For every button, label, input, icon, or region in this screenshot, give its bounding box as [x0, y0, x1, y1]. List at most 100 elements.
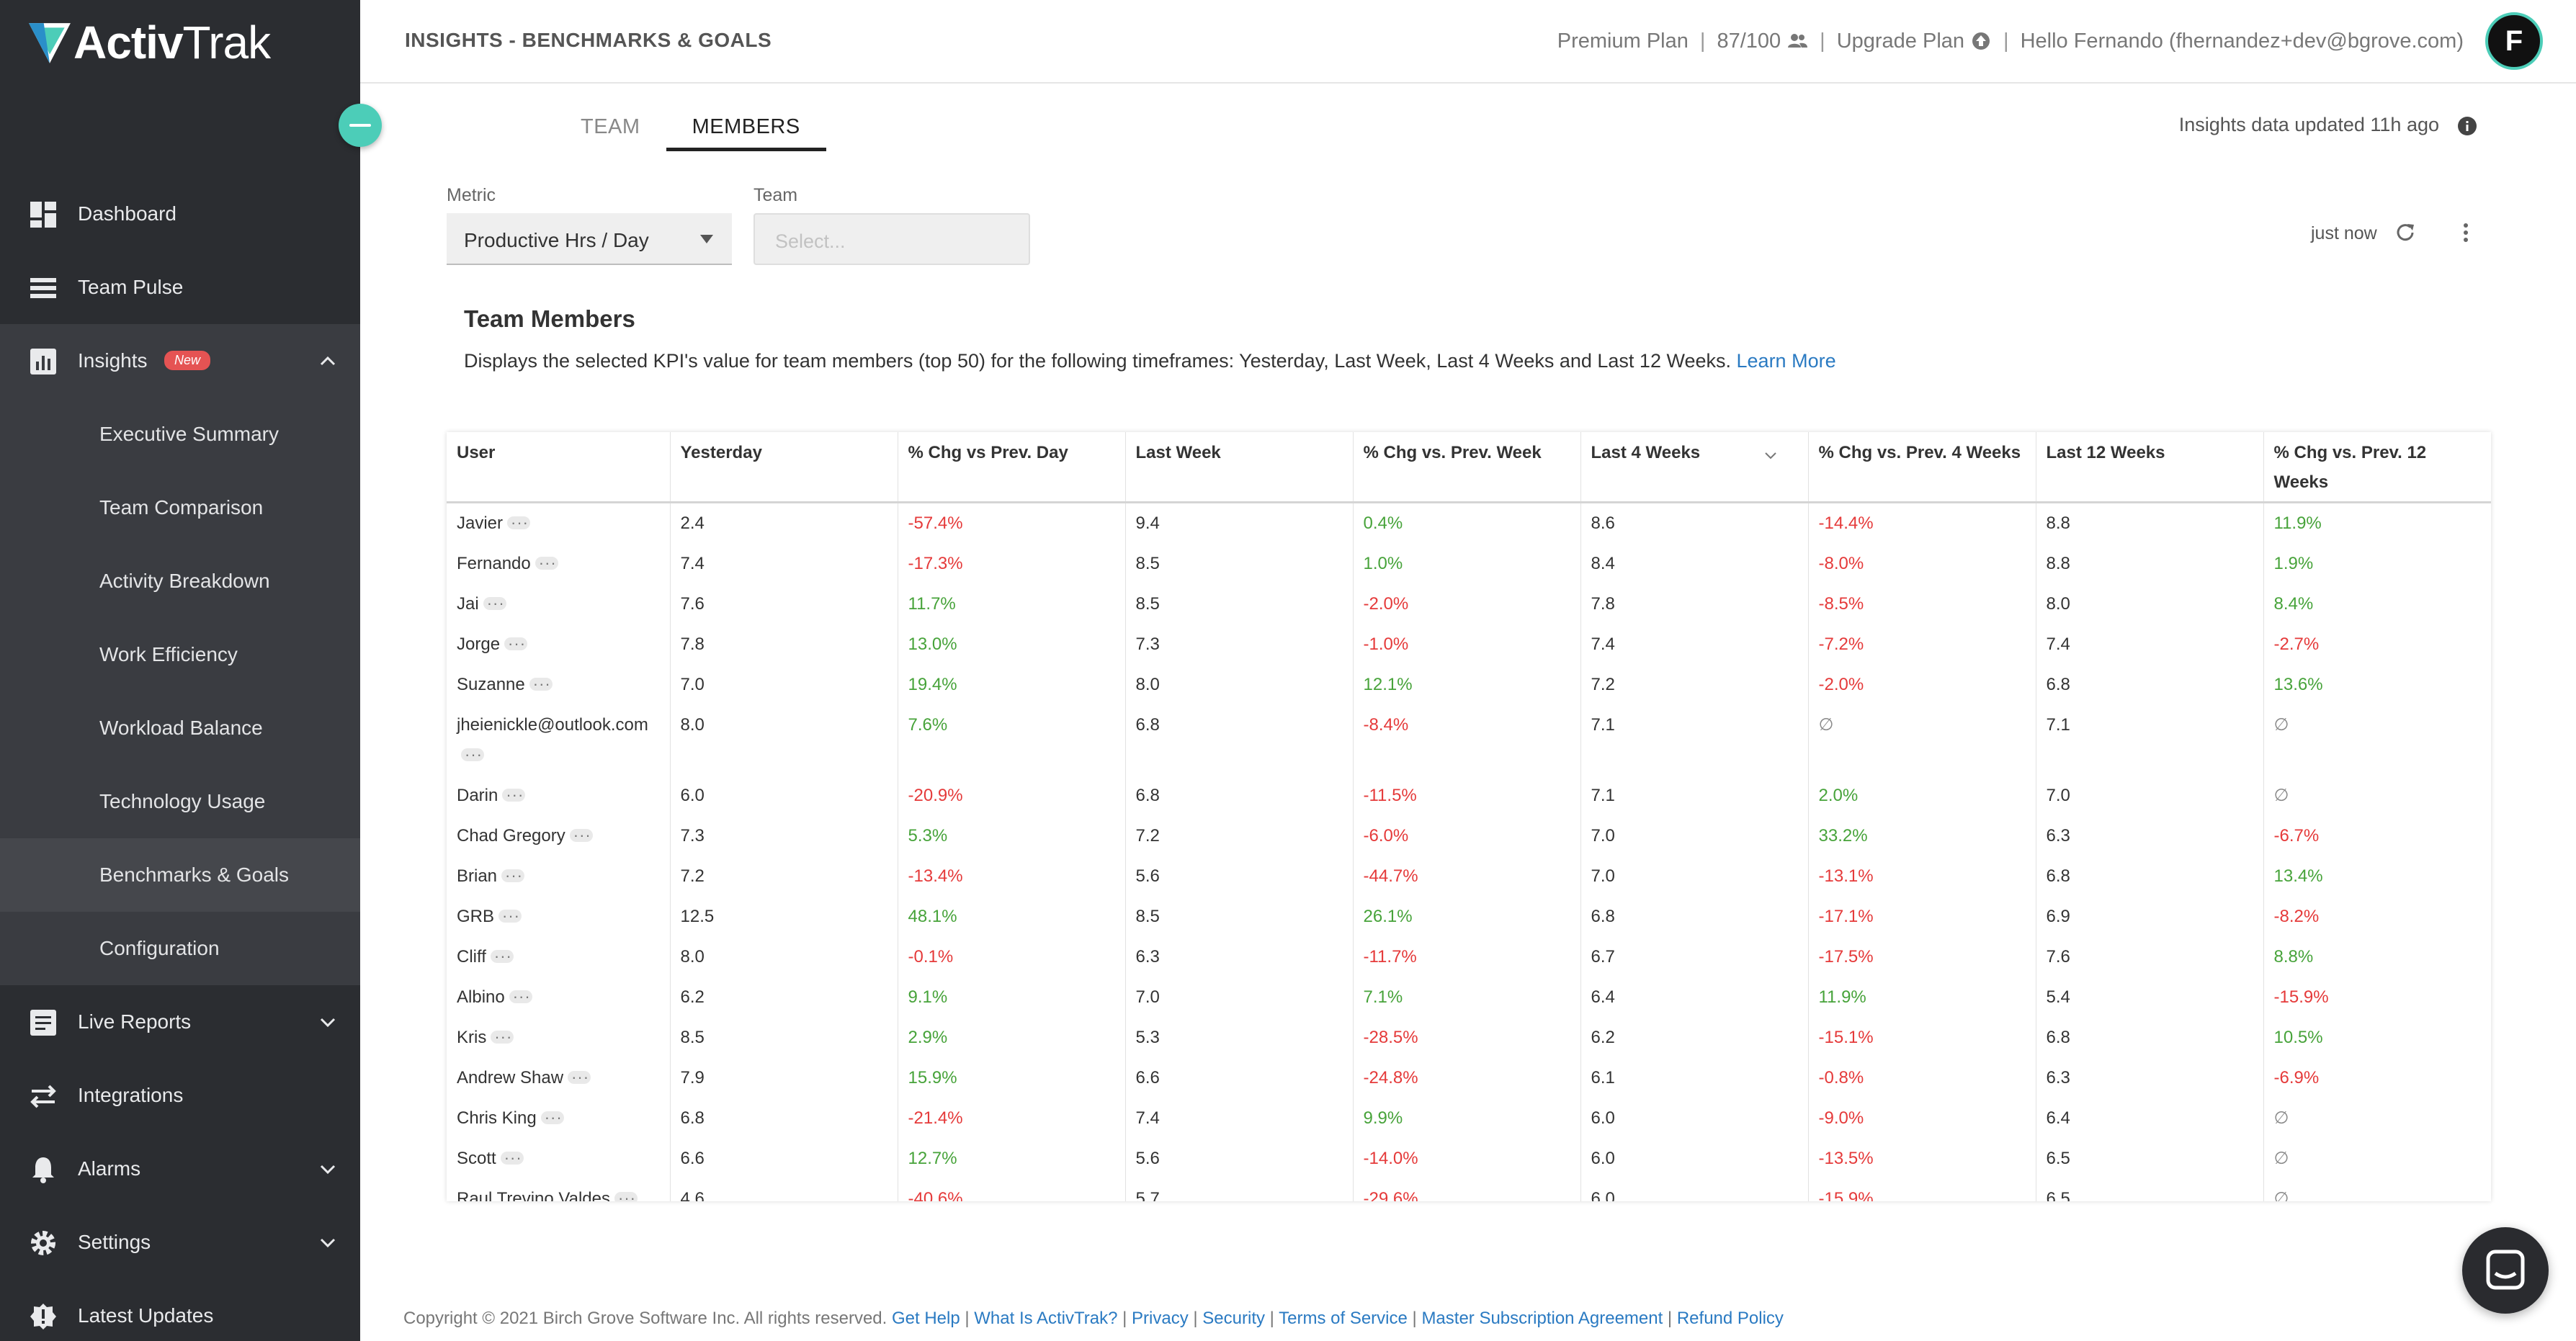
sidebar-subitem-activity-breakdown[interactable]: Activity Breakdown [0, 544, 360, 618]
column-header[interactable]: User [447, 432, 671, 503]
table-cell: -40.6% [898, 1179, 1126, 1201]
sidebar-subitem-configuration[interactable]: Configuration [0, 912, 360, 985]
table-cell: 6.0 [670, 776, 898, 816]
tab-team[interactable]: TEAM [581, 115, 640, 138]
more-options-icon[interactable] [568, 1062, 591, 1093]
footer-link[interactable]: Privacy [1132, 1309, 1189, 1328]
sidebar-item-label: Latest Updates [78, 1304, 214, 1327]
refresh-icon[interactable] [2393, 220, 2418, 245]
user-cell: Jai [447, 584, 671, 624]
members-table: User Yesterday% Chg vs Prev. Day Last Week… [447, 432, 2491, 1201]
user-greeting: Hello Fernando (fhernandez+dev@bgrove.co… [2020, 29, 2464, 53]
column-header[interactable]: Last 12 Weeks [2036, 432, 2264, 503]
seat-count: 87/100 [1717, 29, 1781, 53]
info-icon[interactable] [2456, 115, 2478, 137]
more-options-icon[interactable] [529, 669, 553, 699]
insights-icon [30, 349, 56, 375]
more-options-icon[interactable] [501, 861, 525, 891]
table-cell: -28.5% [1353, 1018, 1581, 1058]
table-cell: -6.0% [1353, 816, 1581, 856]
user-cell: Chris King [447, 1098, 671, 1139]
team-select[interactable]: Select... [753, 213, 1030, 265]
footer-link[interactable]: What Is ActivTrak? [974, 1309, 1118, 1328]
sort-descending-icon[interactable] [1762, 447, 1779, 464]
column-header[interactable]: Yesterday [670, 432, 898, 503]
table-cell: 7.0 [1125, 977, 1354, 1018]
table-cell: -21.4% [898, 1098, 1126, 1139]
insights-updated-text: Insights data updated 11h ago [2178, 114, 2439, 135]
learn-more-link[interactable]: Learn More [1736, 350, 1836, 372]
more-options-icon[interactable] [461, 740, 484, 770]
user-cell: Kris [447, 1018, 671, 1058]
sidebar-subitem-label: Activity Breakdown [99, 570, 270, 592]
sidebar-item-live-reports[interactable]: Live Reports [0, 985, 360, 1059]
more-options-icon[interactable] [569, 820, 593, 851]
table-cell: 7.8 [670, 624, 898, 665]
column-header[interactable]: % Chg vs. Prev. Week [1353, 432, 1581, 503]
column-header[interactable]: % Chg vs Prev. Day [898, 432, 1126, 503]
sidebar-subitem-workload-balance[interactable]: Workload Balance [0, 691, 360, 765]
table-cell: 7.3 [1125, 624, 1354, 665]
more-options-icon[interactable] [614, 1183, 638, 1201]
more-vertical-icon[interactable] [2454, 220, 2478, 245]
more-options-icon[interactable] [500, 1143, 524, 1173]
sidebar-item-latest-updates[interactable]: Latest Updates [0, 1279, 360, 1341]
more-options-icon[interactable] [491, 1022, 514, 1052]
sidebar-item-team-pulse[interactable]: Team Pulse [0, 251, 360, 324]
table-row: Javier 2.4-57.4%9.40.4%8.6-14.4%8.8 11.9% [447, 502, 2491, 544]
table-cell: -7.2% [1808, 624, 2036, 665]
table-cell: 2.9% [898, 1018, 1126, 1058]
sidebar-subitem-team-comparison[interactable]: Team Comparison [0, 471, 360, 544]
more-options-icon[interactable] [483, 588, 506, 619]
dropdown-arrow-icon [700, 235, 713, 243]
sidebar-collapse-button[interactable] [339, 104, 382, 147]
more-options-icon[interactable] [507, 508, 531, 538]
sidebar-item-alarms[interactable]: Alarms [0, 1132, 360, 1206]
table-cell: 6.4 [2036, 1098, 2264, 1139]
activtrak-logo[interactable]: ActivTrak [27, 17, 271, 68]
table-cell: -17.3% [898, 544, 1126, 584]
user-name: Jorge [457, 634, 501, 654]
table-cell: 5.7 [1125, 1179, 1354, 1201]
tab-members[interactable]: MEMBERS [666, 109, 826, 151]
upgrade-plan-link[interactable]: Upgrade Plan [1836, 29, 1965, 53]
arrow-up-circle-icon[interactable] [1970, 30, 1992, 52]
more-options-icon[interactable] [490, 941, 514, 972]
column-header[interactable]: % Chg vs. Prev. 12 Weeks [2263, 432, 2491, 503]
sidebar-item-settings[interactable]: Settings [0, 1206, 360, 1279]
avatar[interactable]: F [2485, 12, 2543, 70]
column-header[interactable]: Last 4 Weeks [1580, 432, 1809, 503]
table-cell: -15.1% [1808, 1018, 2036, 1058]
table-cell: -8.2% [2273, 907, 2320, 926]
more-options-icon[interactable] [509, 982, 532, 1012]
footer-link[interactable]: Security [1202, 1309, 1265, 1328]
more-options-icon[interactable] [498, 901, 522, 931]
team-label: Team [753, 185, 798, 205]
sidebar-subitem-executive-summary[interactable]: Executive Summary [0, 398, 360, 471]
table-cell: 7.4 [1580, 624, 1809, 665]
sidebar-item-dashboard[interactable]: Dashboard [0, 177, 360, 251]
metric-selected-value: Productive Hrs / Day [464, 229, 649, 251]
column-header[interactable]: Last Week [1125, 432, 1354, 503]
sidebar-subitem-benchmarks-goals[interactable]: Benchmarks & Goals [0, 838, 360, 912]
user-cell: Scott [447, 1139, 671, 1179]
chat-button[interactable] [2462, 1227, 2549, 1314]
footer-link[interactable]: Get Help [891, 1309, 960, 1328]
footer-link[interactable]: Terms of Service [1279, 1309, 1408, 1328]
sidebar-subitem-label: Team Comparison [99, 496, 264, 519]
sidebar-item-integrations[interactable]: Integrations [0, 1059, 360, 1132]
footer-link[interactable]: Master Subscription Agreement [1421, 1309, 1663, 1328]
more-options-icon[interactable] [504, 629, 528, 659]
table-row: Jorge7.813.0%7.3-1.0%7.4-7.2%7.4-2.7% [447, 624, 2491, 665]
sidebar-subitem-technology-usage[interactable]: Technology Usage [0, 765, 360, 838]
sidebar-subitem-label: Benchmarks & Goals [99, 864, 289, 886]
more-options-icon[interactable] [540, 1103, 564, 1133]
sidebar-item-insights[interactable]: Insights New [0, 324, 360, 398]
more-options-icon[interactable] [502, 780, 526, 810]
metric-select[interactable]: Productive Hrs / Day [447, 213, 732, 265]
table-cell: 6.7 [1580, 937, 1809, 977]
column-header[interactable]: % Chg vs. Prev. 4 Weeks [1808, 432, 2036, 503]
sidebar-subitem-work-efficiency[interactable]: Work Efficiency [0, 618, 360, 691]
footer-link[interactable]: Refund Policy [1676, 1309, 1784, 1328]
more-options-icon[interactable] [535, 548, 558, 578]
